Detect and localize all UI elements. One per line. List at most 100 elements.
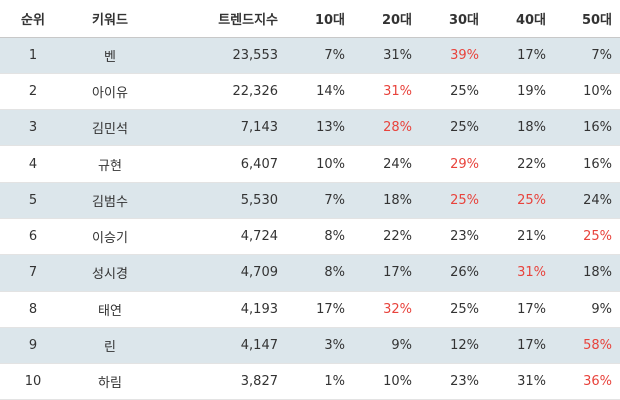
age-50-cell: 7% [554, 37, 620, 74]
trend-index-cell: 4,709 [154, 254, 286, 292]
age-30-cell: 39% [420, 37, 487, 74]
trend-index-cell: 3,827 [154, 363, 286, 400]
age-50-cell: 10% [554, 73, 620, 111]
age-10-cell: 14% [286, 73, 353, 111]
age-20-cell: 32% [353, 291, 420, 328]
age-30-cell: 25% [420, 291, 487, 328]
age-10-cell: 8% [286, 218, 353, 256]
age-40-cell: 17% [487, 327, 554, 365]
age-30-cell: 25% [420, 109, 487, 147]
rank-cell: 10 [0, 363, 66, 400]
header-keyword: 키워드 [66, 0, 154, 38]
age-40-cell: 31% [487, 254, 554, 292]
age-40-cell: 18% [487, 109, 554, 147]
age-30-cell: 23% [420, 218, 487, 256]
trend-index-cell: 4,193 [154, 291, 286, 328]
age-50-cell: 16% [554, 109, 620, 147]
age-50-cell: 16% [554, 145, 620, 183]
age-40-cell: 22% [487, 145, 554, 183]
table-row: 2 아이유 22,326 14% 31% 25% 19% 10% [0, 73, 620, 111]
keyword-cell: 성시경 [66, 254, 154, 292]
rank-cell: 1 [0, 37, 66, 74]
trend-index-cell: 4,147 [154, 327, 286, 365]
trend-index-cell: 5,530 [154, 182, 286, 219]
keyword-cell: 린 [66, 327, 154, 365]
age-40-cell: 19% [487, 73, 554, 111]
header-age-40: 40대 [487, 0, 554, 38]
trend-index-cell: 6,407 [154, 145, 286, 183]
age-30-cell: 12% [420, 327, 487, 365]
rank-cell: 6 [0, 218, 66, 256]
table-row: 7 성시경 4,709 8% 17% 26% 31% 18% [0, 254, 620, 292]
age-10-cell: 10% [286, 145, 353, 183]
age-20-cell: 28% [353, 109, 420, 147]
age-40-cell: 17% [487, 291, 554, 328]
header-rank: 순위 [0, 0, 66, 38]
age-20-cell: 9% [353, 327, 420, 365]
header-age-50: 50대 [554, 0, 620, 38]
age-40-cell: 25% [487, 182, 554, 219]
age-40-cell: 31% [487, 363, 554, 400]
trend-index-cell: 7,143 [154, 109, 286, 147]
keyword-cell: 김범수 [66, 182, 154, 219]
age-10-cell: 7% [286, 37, 353, 74]
keyword-cell: 아이유 [66, 73, 154, 111]
table-row: 8 태연 4,193 17% 32% 25% 17% 9% [0, 291, 620, 328]
rank-cell: 9 [0, 327, 66, 365]
age-30-cell: 26% [420, 254, 487, 292]
rank-cell: 5 [0, 182, 66, 219]
age-10-cell: 8% [286, 254, 353, 292]
age-20-cell: 24% [353, 145, 420, 183]
age-50-cell: 36% [554, 363, 620, 400]
table-row: 9 린 4,147 3% 9% 12% 17% 58% [0, 327, 620, 365]
age-10-cell: 1% [286, 363, 353, 400]
age-10-cell: 13% [286, 109, 353, 147]
keyword-cell: 벤 [66, 37, 154, 74]
age-50-cell: 24% [554, 182, 620, 219]
header-age-20: 20대 [353, 0, 420, 38]
keyword-cell: 규현 [66, 145, 154, 183]
table-row: 6 이승기 4,724 8% 22% 23% 21% 25% [0, 218, 620, 256]
rank-cell: 2 [0, 73, 66, 111]
age-40-cell: 17% [487, 37, 554, 74]
header-trend-index: 트렌드지수 [154, 0, 286, 38]
age-20-cell: 31% [353, 73, 420, 111]
age-50-cell: 58% [554, 327, 620, 365]
keyword-cell: 이승기 [66, 218, 154, 256]
age-30-cell: 25% [420, 182, 487, 219]
table-row: 3 김민석 7,143 13% 28% 25% 18% 16% [0, 109, 620, 147]
age-50-cell: 18% [554, 254, 620, 292]
age-10-cell: 3% [286, 327, 353, 365]
age-50-cell: 9% [554, 291, 620, 328]
age-10-cell: 7% [286, 182, 353, 219]
keyword-cell: 태연 [66, 291, 154, 328]
table-header: 순위 키워드 트렌드지수 10대 20대 30대 40대 50대 [0, 0, 620, 38]
age-30-cell: 25% [420, 73, 487, 111]
age-40-cell: 21% [487, 218, 554, 256]
age-20-cell: 10% [353, 363, 420, 400]
age-20-cell: 22% [353, 218, 420, 256]
table-row: 5 김범수 5,530 7% 18% 25% 25% 24% [0, 182, 620, 219]
table-row: 10 하림 3,827 1% 10% 23% 31% 36% [0, 363, 620, 400]
age-30-cell: 29% [420, 145, 487, 183]
header-age-10: 10대 [286, 0, 353, 38]
keyword-cell: 김민석 [66, 109, 154, 147]
age-50-cell: 25% [554, 218, 620, 256]
header-row: 순위 키워드 트렌드지수 10대 20대 30대 40대 50대 [0, 0, 620, 38]
age-20-cell: 18% [353, 182, 420, 219]
age-10-cell: 17% [286, 291, 353, 328]
header-age-30: 30대 [420, 0, 487, 38]
age-20-cell: 31% [353, 37, 420, 74]
age-20-cell: 17% [353, 254, 420, 292]
age-30-cell: 23% [420, 363, 487, 400]
trend-index-cell: 4,724 [154, 218, 286, 256]
rank-cell: 8 [0, 291, 66, 328]
rank-cell: 4 [0, 145, 66, 183]
table-body: 1 벤 23,553 7% 31% 39% 17% 7% 2 아이유 22,326 14% 31% 25%… [0, 37, 620, 400]
rank-cell: 3 [0, 109, 66, 147]
keyword-cell: 하림 [66, 363, 154, 400]
rank-cell: 7 [0, 254, 66, 292]
table-row: 1 벤 23,553 7% 31% 39% 17% 7% [0, 37, 620, 74]
trend-index-cell: 22,326 [154, 73, 286, 111]
